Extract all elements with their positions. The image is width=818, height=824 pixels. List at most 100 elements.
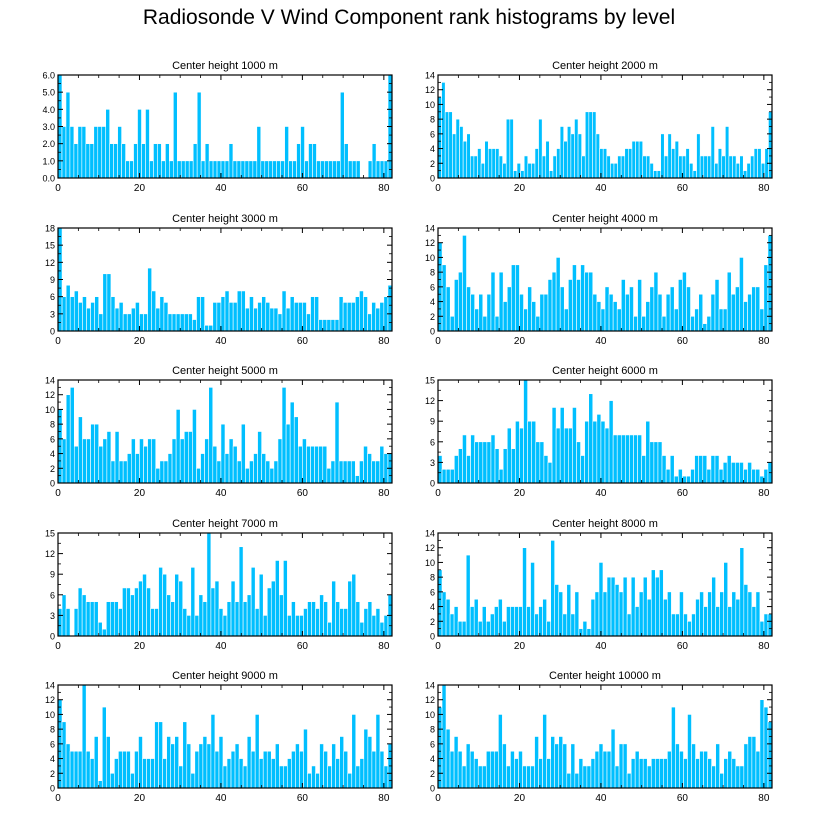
histogram-bar xyxy=(563,140,568,179)
histogram-bar xyxy=(707,155,712,179)
histogram-bar xyxy=(511,448,516,484)
y-tick-label: 6 xyxy=(430,437,435,447)
histogram-bar xyxy=(335,601,340,637)
histogram-bar xyxy=(295,743,300,789)
histogram-bar xyxy=(283,765,288,789)
histogram-bar xyxy=(453,455,459,484)
histogram-bar xyxy=(170,601,175,637)
histogram-bar xyxy=(379,621,385,637)
histogram-bar xyxy=(257,431,262,484)
histogram-bar xyxy=(287,758,292,789)
histogram-bar xyxy=(663,758,668,789)
histogram-bar xyxy=(274,743,280,789)
x-tick-label: 40 xyxy=(595,183,607,194)
histogram-bar xyxy=(541,155,547,179)
histogram-bar xyxy=(330,460,336,484)
histogram-bar xyxy=(656,170,661,179)
histogram-bar xyxy=(552,155,557,179)
y-tick-label: 15 xyxy=(425,376,435,386)
histogram-bar xyxy=(198,594,204,637)
chart-panel-5: Center height 5000 m 0 2 4 6 8 10 12 14 0 20 40 60 80 xyxy=(45,365,393,499)
histogram-bar xyxy=(558,736,564,789)
histogram-bar xyxy=(594,591,600,637)
histogram-bar xyxy=(563,308,569,332)
histogram-bar xyxy=(262,615,268,637)
histogram-bar xyxy=(518,750,523,789)
histogram-bar xyxy=(547,279,553,332)
histogram-bar xyxy=(226,601,232,637)
histogram-bar xyxy=(511,264,516,332)
histogram-bar xyxy=(375,714,381,789)
histogram-bar xyxy=(254,608,260,637)
histogram-bar xyxy=(555,257,561,332)
histogram-bar xyxy=(731,591,737,637)
histogram-bar xyxy=(510,750,515,789)
histogram-bar xyxy=(714,455,720,484)
histogram-bar xyxy=(710,293,716,332)
histogram-bar xyxy=(763,613,769,637)
histogram-bar xyxy=(281,290,287,332)
histogram-bar xyxy=(617,155,622,179)
histogram-bar xyxy=(250,750,256,789)
histogram-bar xyxy=(171,438,177,484)
histogram-bar xyxy=(192,143,198,179)
y-tick-label: 12 xyxy=(45,549,55,559)
histogram-bar xyxy=(577,133,582,179)
histogram-bar xyxy=(667,133,672,179)
histogram-bar xyxy=(324,160,329,179)
histogram-bar xyxy=(612,301,618,332)
histogram-bar xyxy=(367,601,373,637)
histogram-bar xyxy=(635,140,640,179)
histogram-bar xyxy=(266,750,272,789)
histogram-bar xyxy=(198,743,204,789)
chart-panel-6: Center height 6000 m 0 3 6 9 12 15 0 20 40 60 80 xyxy=(425,365,773,499)
histogram-bar xyxy=(694,455,699,484)
x-tick-label: 60 xyxy=(677,793,689,804)
histogram-bar xyxy=(582,765,588,789)
y-tick-label: 12 xyxy=(425,543,435,553)
histogram-bar xyxy=(568,427,573,484)
histogram-bar xyxy=(188,313,193,332)
histogram-bar xyxy=(347,160,353,179)
histogram-bar xyxy=(130,594,135,637)
histogram-bar xyxy=(242,765,248,789)
histogram-bar xyxy=(667,750,672,789)
histogram-bar xyxy=(588,271,594,332)
histogram-bar xyxy=(142,573,147,637)
histogram-bar xyxy=(202,736,208,789)
histogram-bar xyxy=(326,467,332,484)
histogram-bar xyxy=(686,286,691,332)
histogram-bar xyxy=(757,148,762,179)
y-tick-label: 6 xyxy=(430,129,435,139)
histogram-bar xyxy=(706,468,712,484)
histogram-bar xyxy=(473,758,479,789)
histogram-bar xyxy=(110,296,116,332)
histogram-bar xyxy=(502,743,507,789)
y-tick-label: 4 xyxy=(430,144,435,154)
histogram-bar xyxy=(273,460,279,484)
histogram-bar xyxy=(570,133,575,179)
histogram-bar xyxy=(663,155,669,179)
histogram-bar xyxy=(208,160,214,179)
histogram-bar xyxy=(465,554,471,637)
histogram-bar xyxy=(689,162,694,179)
histogram-bar xyxy=(331,580,336,637)
histogram-bar xyxy=(650,758,656,789)
histogram-bar xyxy=(69,750,75,789)
y-tick-label: 2 xyxy=(430,769,435,779)
histogram-bar xyxy=(539,293,545,332)
histogram-bar xyxy=(458,271,463,332)
histogram-bar xyxy=(455,118,460,179)
histogram-bar xyxy=(466,286,471,332)
histogram-bar xyxy=(200,453,205,484)
x-tick-label: 20 xyxy=(134,793,146,804)
histogram-bar xyxy=(566,126,572,179)
histogram-bar xyxy=(240,423,246,484)
histogram-bar xyxy=(534,613,539,637)
histogram-bar xyxy=(147,267,152,332)
histogram-bar xyxy=(735,598,741,637)
histogram-bar xyxy=(93,736,99,789)
histogram-bar xyxy=(545,140,550,179)
x-tick-label: 60 xyxy=(297,793,309,804)
histogram-bar xyxy=(216,460,222,484)
